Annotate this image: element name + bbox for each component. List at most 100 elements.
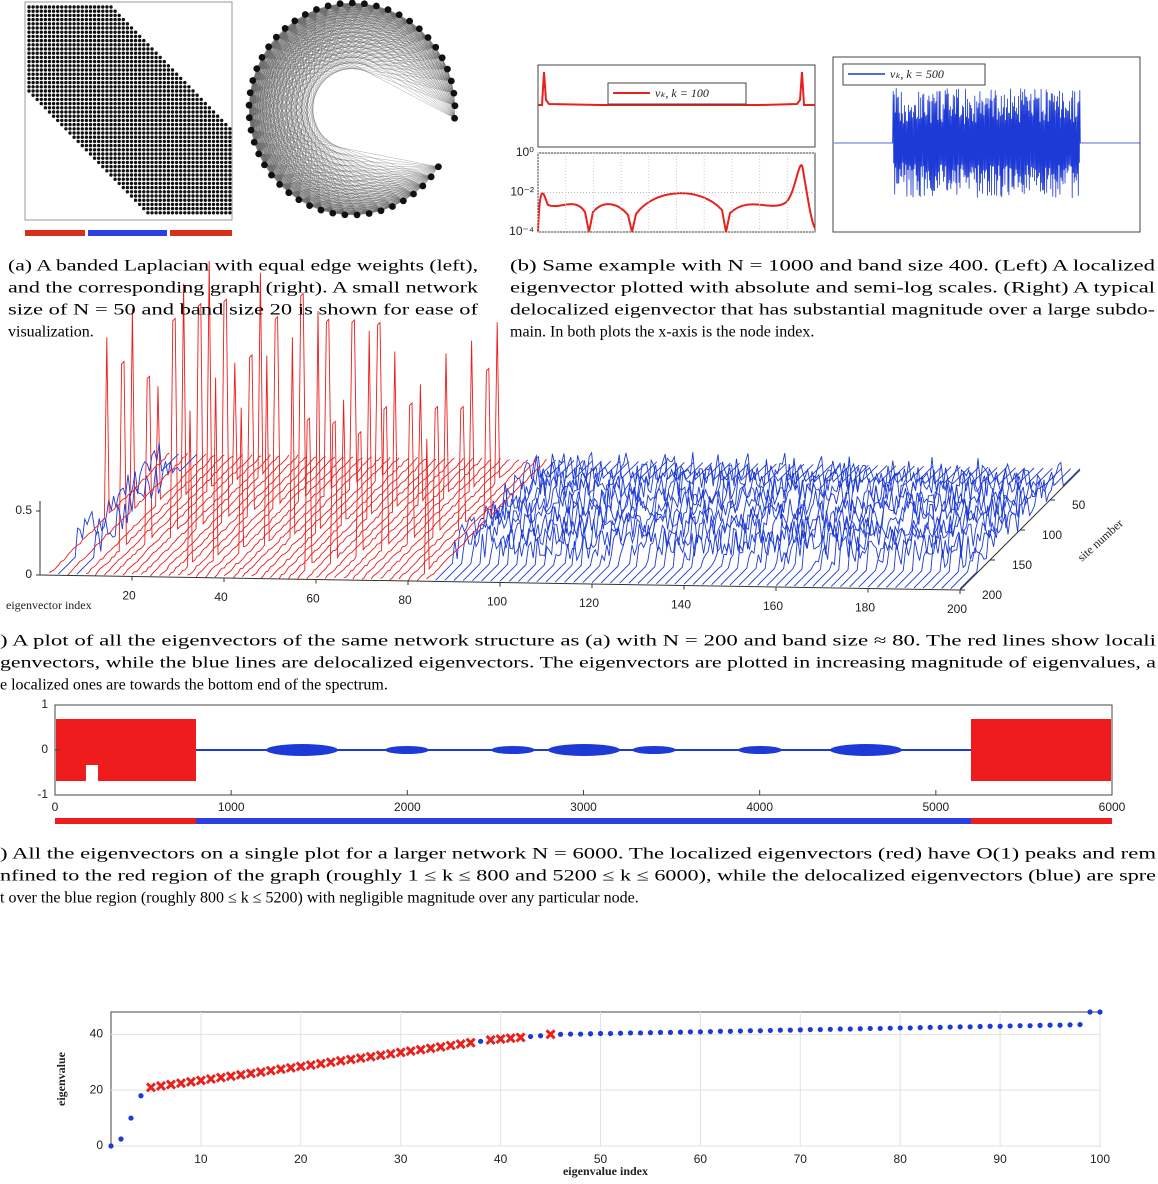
matrix-dot: [43, 22, 48, 26]
matrix-dot: [138, 97, 142, 102]
graph-edge: [398, 14, 452, 82]
matrix-dot: [191, 181, 195, 186]
matrix-dot: [215, 143, 220, 148]
eigenvector-line: [499, 460, 621, 582]
matrix-dot: [117, 164, 121, 169]
graph-edge: [376, 5, 456, 106]
matrix-dot: [117, 13, 121, 18]
region-bar: [196, 818, 971, 824]
y-axis-label: eigenvalue: [54, 1051, 68, 1106]
matrix-dot: [133, 64, 138, 68]
matrix-dot: [215, 206, 220, 211]
matrix-dot: [31, 13, 35, 18]
matrix-dot: [224, 156, 228, 160]
matrix-dot: [203, 194, 207, 198]
matrix-dot: [133, 30, 138, 34]
matrix-dot: [195, 93, 199, 97]
matrix-dot: [146, 110, 150, 114]
matrix-dot: [162, 135, 166, 139]
matrix-dot: [133, 43, 138, 47]
matrix-dot: [43, 72, 48, 76]
eigenvector-line: [591, 452, 713, 584]
matrix-dot: [174, 194, 179, 198]
matrix-dot: [80, 72, 85, 76]
matrix-dot: [109, 34, 113, 39]
matrix-dot: [88, 152, 93, 156]
matrix-dot: [129, 55, 134, 60]
matrix-dot: [146, 93, 150, 97]
matrix-dot: [76, 59, 80, 64]
matrix-dot: [183, 190, 187, 194]
matrix-dot: [179, 135, 183, 139]
matrix-dot: [179, 106, 183, 110]
matrix-dot: [117, 114, 121, 118]
matrix-dot: [27, 5, 31, 9]
matrix-dot: [125, 139, 130, 144]
matrix-dot: [84, 131, 89, 135]
matrix-dot: [92, 156, 97, 160]
matrix-dot: [224, 190, 228, 194]
matrix-dot: [76, 34, 80, 39]
matrix-dot: [76, 68, 80, 72]
matrix-dot: [158, 139, 162, 144]
eigenvector-lines: [48, 260, 1081, 590]
matrix-dot: [92, 26, 97, 30]
matrix-dot: [47, 38, 52, 43]
matrix-dot: [47, 17, 52, 22]
matrix-dot: [80, 30, 85, 34]
graph-edge: [419, 28, 455, 94]
matrix-dot: [88, 101, 93, 106]
matrix-dot: [88, 122, 93, 127]
matrix-dot: [203, 114, 207, 118]
matrix-dot: [39, 17, 43, 22]
localized-block: [56, 719, 196, 781]
matrix-dot: [84, 97, 89, 102]
matrix-dot: [207, 185, 212, 190]
matrix-dot: [170, 181, 175, 186]
point: [987, 1023, 993, 1029]
matrix-dot: [199, 143, 203, 148]
matrix-dot: [211, 194, 216, 198]
matrix-dot: [166, 85, 171, 89]
matrix-dot: [51, 93, 56, 97]
matrix-dot: [142, 152, 146, 156]
matrix-dot: [154, 194, 158, 198]
matrix-dot: [191, 135, 195, 139]
point: [405, 1046, 416, 1057]
matrix-dot: [92, 17, 97, 22]
matrix-dot: [31, 43, 35, 47]
matrix-dot: [121, 47, 126, 51]
matrix-dot: [142, 38, 146, 43]
matrix-dot: [125, 185, 130, 190]
graph-edge: [316, 9, 454, 94]
matrix-dot: [84, 89, 89, 93]
matrix-dot: [183, 177, 187, 181]
matrix-dot: [113, 156, 117, 160]
graph-node: [281, 25, 289, 32]
graph-edge: [364, 3, 454, 94]
matrix-dot: [142, 206, 146, 211]
matrix-dot: [154, 131, 158, 135]
matrix-dot: [166, 177, 171, 181]
graph-edge: [288, 192, 358, 216]
matrix-dot: [162, 59, 166, 64]
matrix-dot: [215, 139, 220, 144]
matrix-dot: [158, 101, 162, 106]
matrix-dot: [109, 80, 113, 85]
matrix-dot: [199, 177, 203, 181]
eigenvector-line: [324, 351, 446, 579]
matrix-dot: [43, 106, 48, 110]
matrix-dot: [179, 127, 183, 131]
matrix-dot: [121, 101, 126, 106]
matrix-dot: [179, 173, 183, 177]
matrix-dot: [121, 26, 126, 30]
point: [997, 1023, 1003, 1029]
graph-node: [447, 77, 455, 85]
matrix-dot: [84, 93, 89, 97]
matrix-dot: [97, 148, 101, 152]
matrix-dot: [68, 43, 72, 47]
graph-edge: [419, 28, 455, 119]
matrix-dot: [138, 185, 142, 190]
matrix-dot: [220, 206, 224, 211]
matrix-dot: [125, 118, 130, 123]
